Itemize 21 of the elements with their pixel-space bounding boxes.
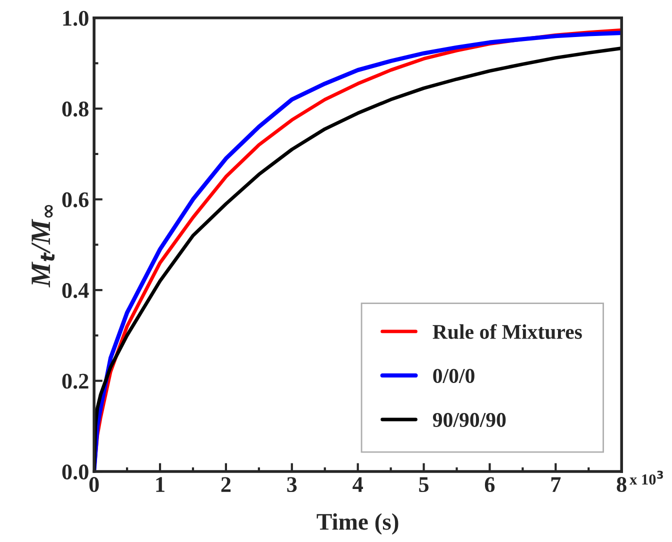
y-axis-title: M$_{t}$/M$_{∞}$ <box>32 204 54 288</box>
text: x 10$^{3}$ <box>630 470 663 485</box>
y-tick-label: 1.0 <box>63 10 88 26</box>
x-tick-label: 5 <box>419 477 429 492</box>
x-tick-label: 7 <box>551 477 561 492</box>
y-tick-label: 0.8 <box>62 102 88 117</box>
x-axis-title: Time (s) <box>316 513 398 535</box>
y-tick-label: 0.6 <box>62 192 89 208</box>
x-tick-label: 8 <box>616 477 626 492</box>
x-tick-label: 6 <box>484 477 495 492</box>
legend-label: 0/0/0 <box>433 368 474 383</box>
x-tick-label: 4 <box>352 477 363 492</box>
y-tick-label: 0.2 <box>62 374 88 389</box>
x-tick-label: 3 <box>287 477 297 492</box>
x-tick-label: 2 <box>221 477 231 492</box>
legend-label: Rule of Mixtures <box>432 324 582 339</box>
x-tick-label: 1 <box>156 477 164 492</box>
x-tick-label: 0 <box>89 477 99 492</box>
y-tick-label: 0.4 <box>62 283 89 298</box>
legend-label: 90/90/90 <box>432 412 506 427</box>
y-tick-label: 0.0 <box>62 464 88 480</box>
